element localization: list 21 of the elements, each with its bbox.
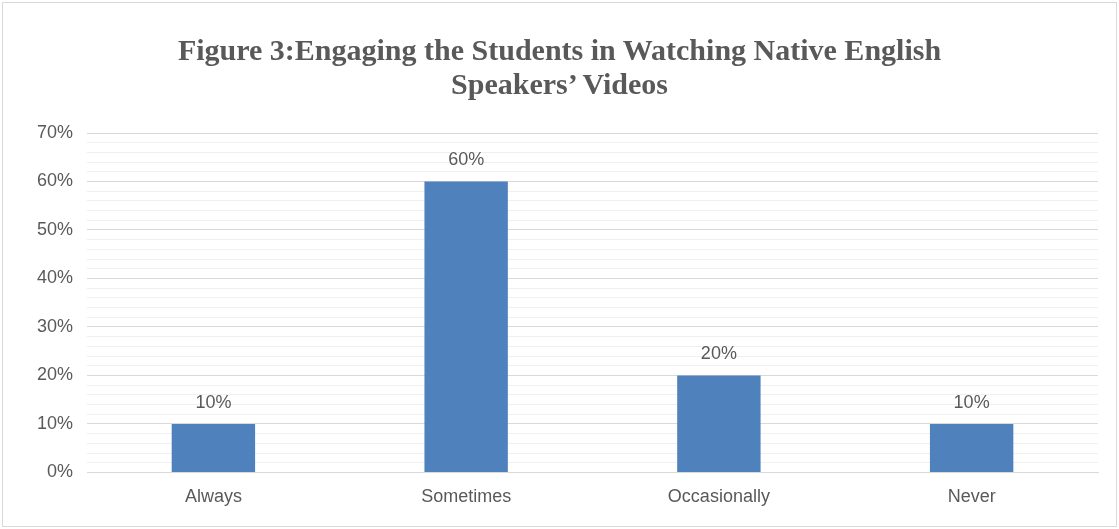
x-tick-label: Occasionally — [667, 486, 770, 507]
bar — [424, 181, 508, 472]
y-tick-label: 60% — [37, 170, 74, 191]
x-tick-label: Sometimes — [421, 486, 512, 507]
y-tick-label: 50% — [37, 218, 74, 239]
y-tick-label: 30% — [37, 315, 74, 336]
y-tick-label: 70% — [37, 121, 74, 142]
data-label: 10% — [953, 391, 990, 412]
chart-title: Figure 3:Engaging the Students in Watching Native English Speakers’ Videos — [176, 33, 943, 101]
y-tick-label: 40% — [37, 267, 74, 288]
x-tick-label: Never — [947, 486, 996, 507]
y-tick-label: 10% — [37, 412, 74, 433]
bar — [929, 423, 1014, 472]
bar — [677, 375, 761, 472]
data-label: 10% — [195, 391, 232, 412]
data-label: 20% — [700, 343, 737, 364]
data-label: 60% — [448, 149, 485, 170]
bar — [171, 423, 256, 472]
y-tick-label: 0% — [47, 461, 74, 482]
x-tick-label: Always — [184, 486, 242, 507]
y-tick-label: 20% — [37, 364, 74, 385]
